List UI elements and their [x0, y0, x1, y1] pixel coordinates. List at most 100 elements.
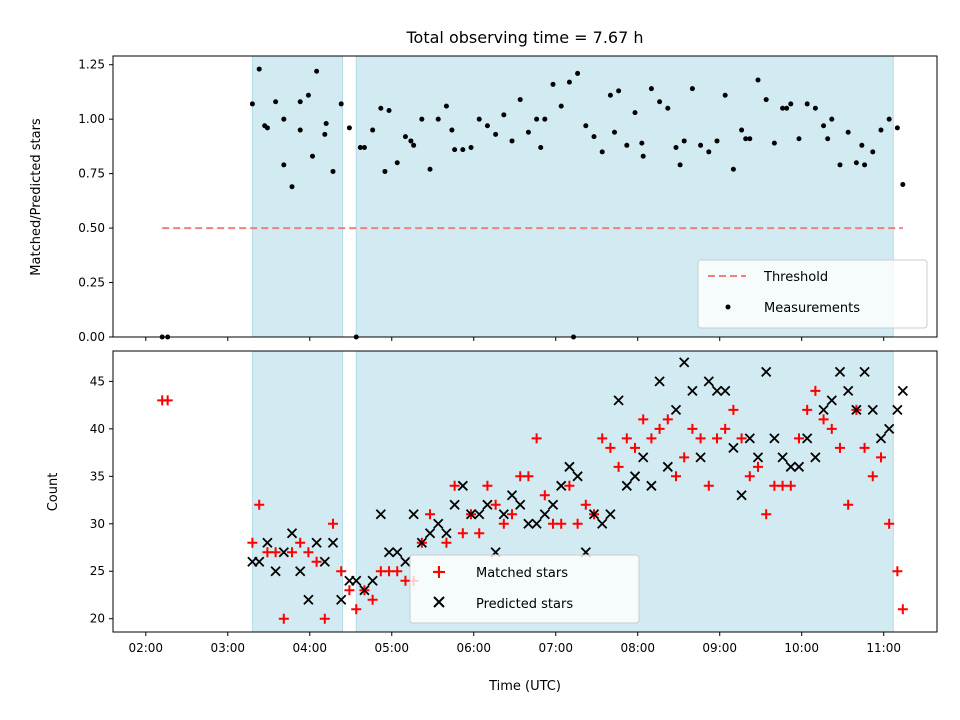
- predicted-star-point: [884, 423, 895, 434]
- measurement-point: [706, 149, 712, 155]
- matched-star-point: [531, 433, 542, 444]
- measurement-point: [845, 129, 851, 135]
- measurement-point: [346, 125, 352, 131]
- predicted-star-point: [646, 480, 657, 491]
- matched-star-point: [802, 404, 813, 415]
- measurement-point: [493, 131, 499, 137]
- measurement-point: [780, 105, 786, 111]
- measurement-point: [612, 129, 618, 135]
- predicted-star-point: [728, 442, 739, 453]
- measurement-point: [900, 182, 906, 188]
- predicted-star-point: [793, 461, 805, 472]
- measurement-point: [677, 162, 683, 168]
- measurement-point: [689, 86, 695, 92]
- matched-star-point: [482, 480, 493, 491]
- measurement-point: [249, 101, 255, 107]
- measurement-point: [501, 112, 507, 118]
- measurement-point: [509, 138, 515, 144]
- matched-star-point: [556, 518, 567, 529]
- matched-star-point: [695, 433, 706, 444]
- measurement-point: [297, 127, 303, 133]
- matched-star-point: [826, 423, 837, 434]
- measurement-point: [648, 86, 654, 92]
- matched-star-point: [679, 452, 690, 463]
- matched-star-point: [793, 433, 804, 444]
- measurement-point: [607, 92, 613, 98]
- measurement-point: [591, 134, 597, 140]
- measurement-point: [624, 142, 630, 148]
- measurement-point: [698, 142, 704, 148]
- top-panel: 0.00 0.25 0.50 0.75 1.00 1.25 Matched/Predict…: [29, 55, 938, 344]
- matched-star-point: [449, 480, 460, 491]
- predicted-star-point: [547, 499, 559, 510]
- measurement-point: [256, 66, 262, 72]
- legend-predicted-swatch: [433, 596, 445, 608]
- measurement-point: [361, 144, 367, 150]
- measurement-point: [542, 116, 548, 122]
- matched-star-point: [654, 423, 665, 434]
- predicted-star-point: [875, 433, 887, 444]
- matched-star-point: [278, 613, 289, 624]
- observing-window: [251, 55, 344, 338]
- measurement-point: [812, 105, 818, 111]
- matched-star-point: [687, 423, 698, 434]
- matched-star-point: [392, 566, 403, 577]
- measurement-point: [599, 149, 605, 155]
- matched-star-point: [328, 518, 339, 529]
- measurement-point: [862, 162, 868, 168]
- measurement-point: [289, 184, 295, 190]
- y-tick-label: 20: [90, 612, 105, 626]
- predicted-star-point: [433, 518, 444, 529]
- predicted-star-point: [311, 537, 322, 548]
- predicted-star-point: [621, 480, 632, 491]
- predicted-star-point: [482, 499, 493, 510]
- predicted-star-point: [711, 385, 723, 397]
- predicted-star-point: [506, 490, 518, 501]
- matched-star-point: [736, 433, 747, 444]
- predicted-star-point: [474, 509, 485, 520]
- matched-star-point: [605, 442, 616, 453]
- measurement-point: [281, 116, 287, 122]
- x-tick-label: 11:00: [866, 641, 901, 655]
- predicted-star-point: [826, 395, 837, 406]
- legend-threshold-label: Threshold: [763, 270, 828, 285]
- y-tick-label: 0.00: [78, 330, 105, 344]
- predicted-star-point: [654, 376, 665, 387]
- measurement-point: [616, 88, 622, 94]
- predicted-star-point: [687, 385, 698, 397]
- predicted-star-point: [336, 594, 347, 605]
- measurement-point: [796, 136, 802, 142]
- predicted-star-point: [564, 461, 575, 472]
- measurement-point: [771, 140, 777, 146]
- measurement-point: [314, 68, 320, 74]
- predicted-star-point: [629, 471, 641, 482]
- top-y-axis-label: Matched/Predicted stars: [29, 118, 44, 276]
- measurement-point: [640, 153, 646, 159]
- predicted-star-point: [286, 528, 298, 539]
- measurement-point: [273, 99, 279, 105]
- x-tick-label: 08:00: [620, 641, 655, 655]
- measurement-point: [484, 123, 490, 129]
- measurement-point: [419, 116, 425, 122]
- predicted-stars-series: [247, 357, 908, 605]
- matched-star-point: [744, 471, 755, 482]
- matched-star-point: [761, 509, 772, 520]
- measurement-point: [449, 127, 455, 133]
- legend-matched-label: Matched stars: [476, 566, 568, 581]
- measurement-point: [297, 99, 303, 105]
- matched-star-point: [720, 423, 731, 434]
- matched-star-point: [662, 414, 673, 425]
- predicted-star-point: [319, 556, 330, 567]
- x-tick-label: 02:00: [128, 641, 163, 655]
- predicted-star-point: [777, 452, 788, 463]
- predicted-star-point: [498, 509, 509, 520]
- measurement-point: [534, 116, 540, 122]
- predicted-star-point: [892, 404, 903, 415]
- y-tick-label: 45: [90, 374, 105, 388]
- measurement-point: [894, 125, 900, 131]
- matched-star-point: [539, 490, 550, 501]
- measurement-point: [323, 121, 329, 127]
- matched-star-point: [287, 547, 298, 558]
- matched-star-point: [843, 499, 854, 510]
